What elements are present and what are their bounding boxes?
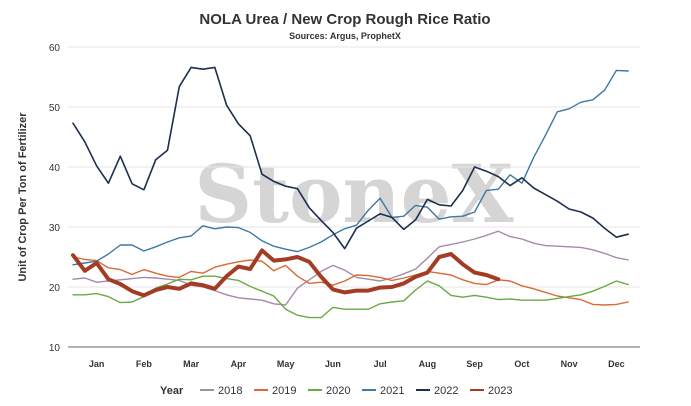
y-tick-label: 40 [49,163,61,174]
x-tick-label: Oct [514,359,529,369]
legend-title: Year [160,385,184,397]
legend: Year 2018 2019 2020 2021 2022 2023 [160,385,512,397]
series-line-2020 [72,275,629,319]
legend-label-2021: 2021 [380,385,404,397]
chart-subtitle: Sources: Argus, ProphetX [289,31,401,41]
legend-label-2019: 2019 [272,385,296,397]
x-axis-ticks: Jan Feb Mar Apr May Jun Jul Aug Sep Oct Nov Dec [89,359,625,369]
legend-label-2023: 2023 [488,385,512,397]
x-tick-label: Feb [136,359,153,369]
series-line-2018 [72,230,629,306]
chart-title: NOLA Urea / New Crop Rough Rice Ratio [199,11,490,28]
legend-label-2018: 2018 [218,385,242,397]
legend-label-2020: 2020 [326,385,350,397]
x-tick-label: Dec [608,359,625,369]
x-tick-label: Mar [183,359,200,369]
legend-label-2022: 2022 [434,385,458,397]
x-tick-label: Jan [89,359,105,369]
x-tick-label: Aug [419,359,437,369]
y-axis-label: Unit of Crop Per Ton of Fertilizer [17,112,29,282]
series-line-2022 [72,66,630,250]
grid [68,46,640,288]
series-group [71,66,630,319]
series-line-2023 [71,248,501,298]
y-tick-label: 20 [49,283,61,294]
y-tick-label: 10 [49,343,61,354]
series-line-2021 [72,69,629,266]
y-axis-ticks: 10 20 30 40 50 60 [49,43,61,354]
x-tick-label: Jul [374,359,387,369]
x-tick-label: May [277,359,295,369]
y-tick-label: 30 [49,223,61,234]
y-tick-label: 60 [49,43,61,54]
x-tick-label: Sep [466,359,483,369]
x-tick-label: Nov [561,359,578,369]
x-tick-label: Jun [325,359,341,369]
x-tick-label: Apr [231,359,247,369]
series-line-2019 [72,256,629,306]
y-tick-label: 50 [49,103,61,114]
